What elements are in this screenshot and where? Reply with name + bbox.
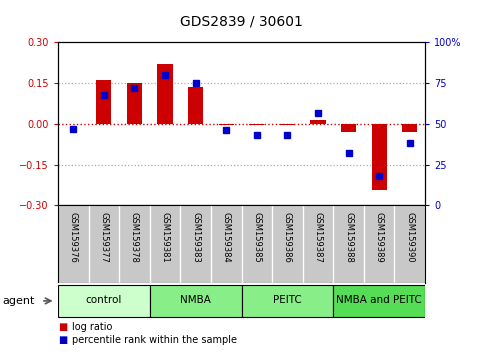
FancyBboxPatch shape (242, 285, 333, 317)
FancyBboxPatch shape (150, 285, 242, 317)
Bar (371, 124, 387, 190)
Bar (402, 124, 417, 132)
Text: PEITC: PEITC (273, 295, 302, 305)
Bar (249, 124, 265, 125)
Text: NMBA and PEITC: NMBA and PEITC (336, 295, 422, 305)
Text: GSM159390: GSM159390 (405, 212, 414, 262)
Text: GSM159388: GSM159388 (344, 212, 353, 262)
Text: agent: agent (2, 296, 35, 306)
Text: GDS2839 / 30601: GDS2839 / 30601 (180, 14, 303, 28)
Bar (157, 64, 173, 124)
Bar (219, 124, 234, 125)
Text: GSM159381: GSM159381 (160, 212, 170, 262)
Text: GSM159384: GSM159384 (222, 212, 231, 262)
Bar (280, 124, 295, 125)
Text: GSM159377: GSM159377 (99, 212, 108, 262)
Text: GSM159385: GSM159385 (252, 212, 261, 262)
Text: ■: ■ (58, 322, 67, 332)
FancyBboxPatch shape (58, 285, 150, 317)
Text: log ratio: log ratio (72, 322, 113, 332)
Text: percentile rank within the sample: percentile rank within the sample (72, 335, 238, 345)
Bar (341, 124, 356, 132)
Text: NMBA: NMBA (180, 295, 211, 305)
Text: control: control (85, 295, 122, 305)
Text: GSM159387: GSM159387 (313, 212, 323, 262)
Text: GSM159389: GSM159389 (375, 212, 384, 262)
Text: GSM159376: GSM159376 (69, 212, 78, 262)
Bar (96, 80, 112, 124)
Text: GSM159386: GSM159386 (283, 212, 292, 262)
Text: ■: ■ (58, 335, 67, 345)
Text: GSM159383: GSM159383 (191, 212, 200, 262)
FancyBboxPatch shape (333, 285, 425, 317)
Bar (311, 120, 326, 124)
Text: GSM159378: GSM159378 (130, 212, 139, 262)
Bar (188, 87, 203, 124)
Bar (127, 82, 142, 124)
